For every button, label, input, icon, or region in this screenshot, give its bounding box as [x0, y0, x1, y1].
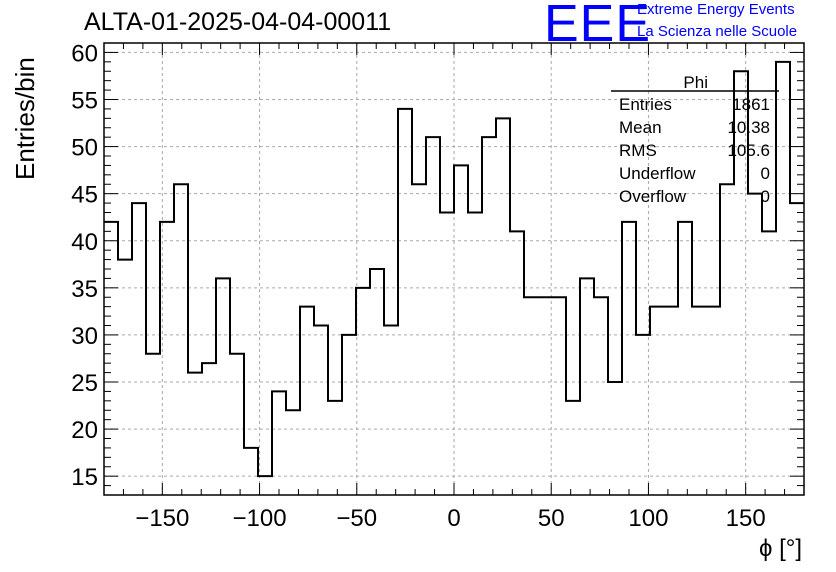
y-tick-label: 55	[71, 88, 98, 115]
x-tick-label: −150	[135, 505, 189, 532]
stats-value: 1861	[732, 95, 770, 114]
x-tick-label: −100	[233, 505, 287, 532]
stats-label: Overflow	[619, 187, 687, 206]
stats-label: Underflow	[619, 164, 696, 183]
x-tick-label: 100	[628, 505, 668, 532]
y-tick-label: 60	[71, 40, 98, 67]
eee-logo: EEE	[544, 0, 652, 53]
stats-value: 0	[761, 187, 770, 206]
y-tick-label: 45	[71, 182, 98, 209]
x-tick-label: 150	[726, 505, 766, 532]
x-tick-label: 50	[538, 505, 565, 532]
logo-line-1: Extreme Energy Events	[637, 1, 795, 18]
y-tick-label: 20	[71, 417, 98, 444]
y-tick-label: 50	[71, 135, 98, 162]
stats-value: 10.38	[727, 118, 770, 137]
stats-label: Mean	[619, 118, 662, 137]
stats-value: 105.6	[727, 141, 770, 160]
stats-title: Phi	[683, 73, 708, 92]
x-tick-label: 0	[447, 505, 460, 532]
y-tick-label: 25	[71, 370, 98, 397]
y-tick-label: 15	[71, 464, 98, 491]
stats-label: Entries	[619, 95, 672, 114]
chart-title: ALTA-01-2025-04-04-00011	[84, 8, 392, 36]
x-axis-label: ϕ [°]	[758, 535, 802, 562]
logo-line-2: La Scienza nelle Scuole	[637, 23, 798, 40]
stats-label: RMS	[619, 141, 657, 160]
x-tick-label: −50	[336, 505, 377, 532]
y-tick-label: 30	[71, 323, 98, 350]
y-tick-label: 40	[71, 229, 98, 256]
histogram-series	[104, 60, 804, 478]
y-tick-label: 35	[71, 276, 98, 303]
stats-value: 0	[761, 164, 770, 183]
